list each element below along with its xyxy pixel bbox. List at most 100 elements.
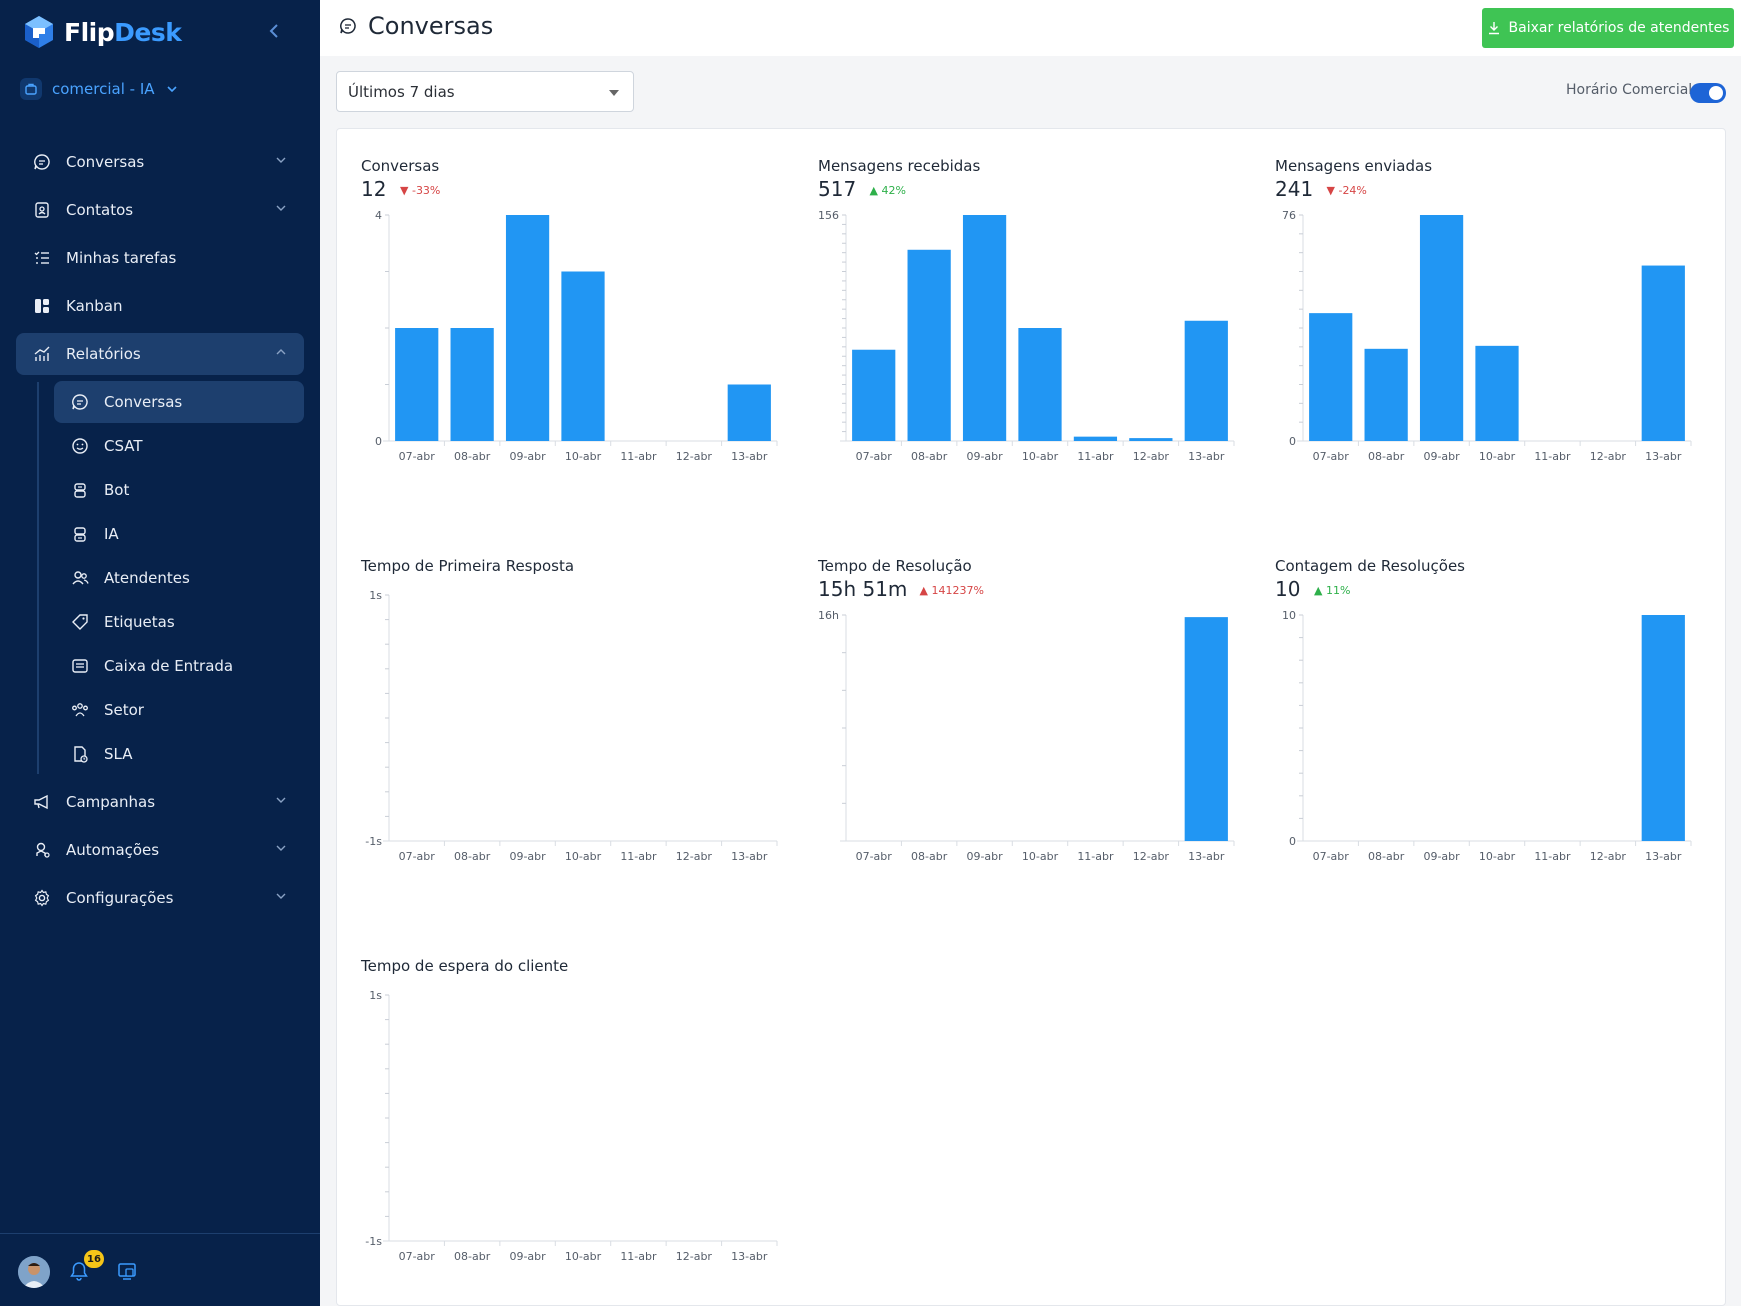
sidebar-item-automacoes[interactable]: Automações (16, 829, 304, 871)
sidebar-item-label: Conversas (66, 153, 145, 171)
card-value: 241 (1275, 177, 1314, 201)
x-tick-label: 08-abr (911, 450, 948, 463)
metric-card-tempo-resolucao: Tempo de Resolução 15h 51m ▲ 141237% 16h 07-… (818, 557, 1258, 917)
sidebar-item-contatos[interactable]: Contatos (16, 189, 304, 231)
chart-bar[interactable] (1073, 436, 1118, 441)
sidebar-item-relatorios[interactable]: Relatórios (16, 333, 304, 375)
page-header: Conversas Baixar relatórios de atendente… (320, 0, 1741, 56)
chart-bar[interactable] (1419, 215, 1464, 441)
sidebar-item-campanhas[interactable]: Campanhas (16, 781, 304, 823)
x-tick-label: 07-abr (856, 850, 893, 863)
x-tick-label: 09-abr (1423, 850, 1460, 863)
x-tick-label: 11-abr (620, 1250, 657, 1263)
period-select[interactable]: Últimos 7 dias (336, 71, 634, 112)
sidebar-item-configuracoes[interactable]: Configurações (16, 877, 304, 919)
sidebar-item-label: Minhas tarefas (66, 249, 177, 267)
chart-bar[interactable] (1641, 615, 1685, 841)
chart-bar[interactable] (395, 328, 439, 441)
workspace-icon (20, 78, 42, 100)
chart-bar[interactable] (1641, 265, 1685, 441)
triangle-up-icon: ▲ (869, 184, 882, 197)
screen-share-icon[interactable] (116, 1260, 138, 1282)
x-tick-label: 13-abr (1645, 450, 1682, 463)
chart-bar[interactable] (1184, 320, 1228, 441)
card-title: Mensagens enviadas (1275, 157, 1433, 175)
subitem-atendentes[interactable]: Atendentes (54, 557, 304, 599)
sidebar-item-label: Kanban (66, 297, 123, 315)
subitem-etiquetas[interactable]: Etiquetas (54, 601, 304, 643)
x-tick-label: 11-abr (1534, 850, 1571, 863)
bell-icon[interactable] (68, 1260, 90, 1282)
chart-bar[interactable] (907, 249, 951, 441)
metric-card-mensagens-enviadas: Mensagens enviadas 241 ▼ -24% 0 76 07-abr 08-a… (1275, 157, 1715, 517)
y-tick-label: -1s (365, 835, 382, 848)
x-tick-label: 13-abr (1188, 850, 1225, 863)
x-tick-label: 07-abr (856, 450, 893, 463)
x-tick-label: 08-abr (454, 450, 491, 463)
bar-chart: 0 76 07-abr 08-abr 09-abr 10-abr 11-abr 12-abr 1… (1282, 209, 1692, 463)
x-tick-label: 11-abr (620, 450, 657, 463)
chart-bar[interactable] (1475, 345, 1519, 441)
x-tick-label: 12-abr (676, 850, 713, 863)
chart-bar[interactable] (727, 384, 771, 442)
business-hours-toggle[interactable] (1690, 83, 1726, 103)
subitem-ia[interactable]: IA (54, 513, 304, 555)
chart-bar[interactable] (1364, 348, 1408, 441)
collapse-sidebar-button[interactable] (266, 20, 284, 42)
workspace-selector[interactable]: comercial - IA (20, 78, 179, 100)
y-tick-label: 0 (1289, 835, 1296, 848)
x-tick-label: 10-abr (565, 850, 602, 863)
triangle-up-icon: ▲ (1314, 584, 1326, 597)
card-delta-value: 42% (881, 184, 906, 197)
x-tick-label: 10-abr (1022, 850, 1059, 863)
submenu-line (37, 382, 39, 774)
y-tick-label: 16h (818, 609, 839, 622)
subitem-label: Setor (104, 701, 144, 719)
card-delta: ▼ -33% (400, 184, 440, 197)
sidebar-item-minhas-tarefas[interactable]: Minhas tarefas (16, 237, 304, 279)
subitem-sla[interactable]: SLA (54, 733, 304, 775)
x-tick-label: 13-abr (731, 850, 768, 863)
download-reports-button[interactable]: Baixar relatórios de atendentes (1482, 8, 1734, 48)
chart-bar[interactable] (1018, 328, 1062, 441)
sidebar-item-label: Contatos (66, 201, 134, 219)
sla-document-icon (70, 744, 90, 764)
subitem-label: Conversas (104, 393, 183, 411)
sidebar-item-kanban[interactable]: Kanban (16, 285, 304, 327)
chart-bar[interactable] (561, 271, 605, 442)
ai-bot-icon (70, 524, 90, 544)
task-list-icon (32, 248, 52, 268)
chart-bar[interactable] (505, 215, 550, 441)
subitem-conversas[interactable]: Conversas (54, 381, 304, 423)
chart-bar[interactable] (1129, 438, 1173, 441)
chart-bar[interactable] (450, 328, 494, 441)
card-delta: ▲ 42% (870, 184, 906, 197)
chart-bar[interactable] (852, 349, 896, 441)
chart-bar[interactable] (962, 215, 1007, 441)
sidebar-item-conversas[interactable]: Conversas (16, 141, 304, 183)
chart-bar[interactable] (1309, 313, 1353, 441)
subitem-bot[interactable]: Bot (54, 469, 304, 511)
chevron-down-icon (276, 157, 286, 163)
brand[interactable]: FlipDesk (24, 14, 182, 50)
x-tick-label: 11-abr (1534, 450, 1571, 463)
x-tick-label: 07-abr (1313, 850, 1350, 863)
x-tick-label: 13-abr (1188, 450, 1225, 463)
y-tick-label: 156 (818, 209, 839, 222)
x-tick-label: 11-abr (620, 850, 657, 863)
card-title: Mensagens recebidas (818, 157, 981, 175)
team-icon (70, 700, 90, 720)
x-tick-label: 10-abr (1479, 850, 1516, 863)
workspace-name: comercial - IA (52, 80, 155, 98)
x-tick-label: 07-abr (399, 850, 436, 863)
chevron-down-icon (166, 86, 177, 93)
subitem-setor[interactable]: Setor (54, 689, 304, 731)
chart-bar[interactable] (1184, 617, 1228, 841)
user-avatar[interactable] (18, 1256, 50, 1288)
card-delta: ▲ 11% (1314, 584, 1350, 597)
card-value: 10 (1275, 577, 1301, 601)
chevron-down-icon (276, 845, 286, 851)
chat-bubble-icon (70, 392, 90, 412)
subitem-caixa-de-entrada[interactable]: Caixa de Entrada (54, 645, 304, 687)
subitem-csat[interactable]: CSAT (54, 425, 304, 467)
